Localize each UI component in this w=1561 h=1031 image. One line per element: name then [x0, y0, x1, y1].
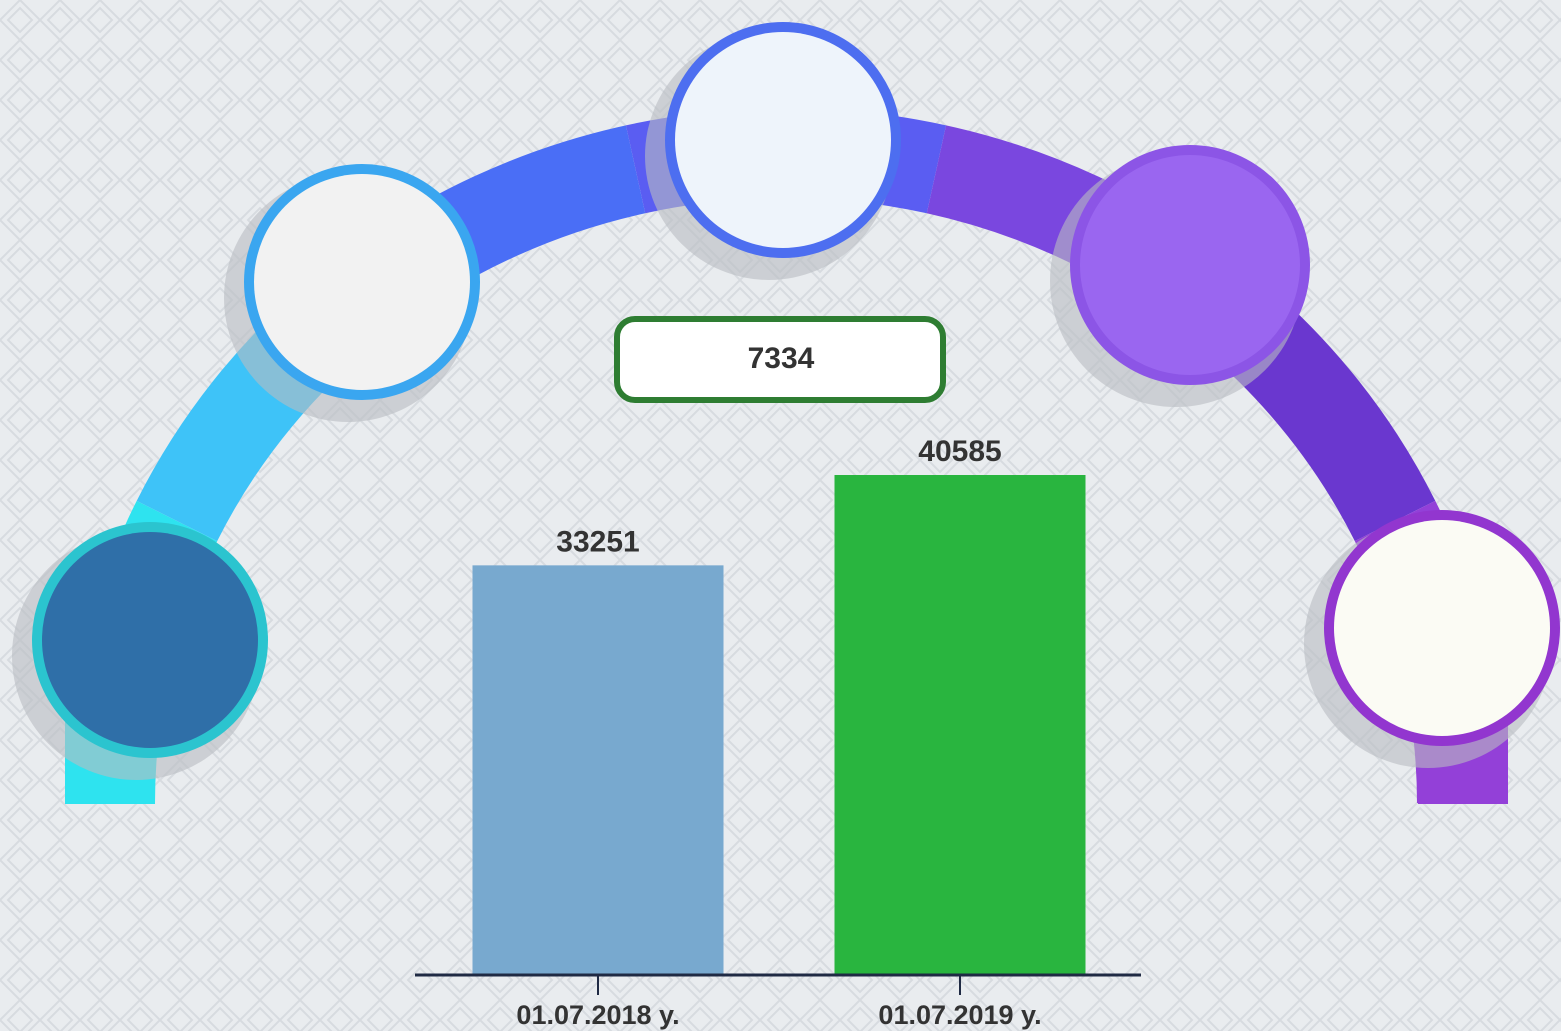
- value-label: 40585: [918, 435, 1001, 468]
- bar: [472, 565, 724, 975]
- icon: [1080, 155, 1300, 375]
- difference-label: 7334: [748, 342, 815, 375]
- plot: 33251 01.07.2018 y. 40585 01.07.2019 y.: [415, 435, 1141, 1030]
- box: [614, 316, 946, 403]
- value-label: 33251: [556, 525, 639, 558]
- icon: [675, 32, 891, 248]
- icon: [42, 532, 258, 748]
- x-tick-label: 01.07.2018 y.: [516, 1000, 679, 1030]
- difference-box: 7334: [614, 316, 946, 403]
- icon: [254, 174, 470, 390]
- icon: [1334, 520, 1550, 736]
- x-tick-label: 01.07.2019 y.: [878, 1000, 1041, 1030]
- bar: [834, 475, 1086, 975]
- decoration: [12, 22, 1560, 804]
